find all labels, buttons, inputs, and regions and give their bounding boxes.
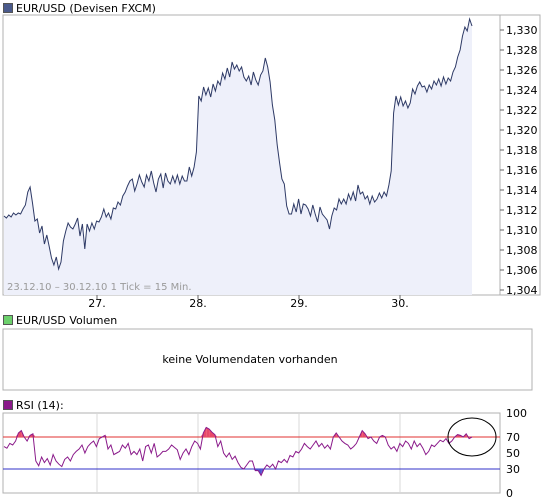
price-y-tick-label: 1,330 (506, 24, 538, 37)
price-y-tick-label: 1,316 (506, 164, 538, 177)
price-line (3, 17, 473, 271)
price-y-tick-label: 1,322 (506, 104, 538, 117)
price-x-tick-label: 28. (189, 297, 207, 310)
price-y-axis: 1,330 1,328 1,326 1,324 1,322 1,320 1,318 1,316… (500, 24, 538, 297)
price-legend-swatch (3, 3, 13, 13)
price-y-tick-label: 1,320 (506, 124, 538, 137)
price-y-tick-label: 1,308 (506, 244, 538, 257)
rsi-y-tick-label: 70 (506, 431, 520, 444)
rsi-legend: RSI (14): (3, 398, 64, 412)
rsi-overbought-fill (466, 433, 470, 437)
rsi-overbought-fill (18, 430, 22, 437)
volume-legend: EUR/USD Volumen (3, 313, 117, 327)
rsi-overbought-fill (209, 429, 212, 437)
rsi-y-axis: 100 70 50 30 0 (506, 407, 527, 500)
rsi-legend-label: RSI (14): (16, 398, 64, 412)
price-y-tick-label: 1,328 (506, 44, 538, 57)
price-x-tick-label: 30. (391, 297, 409, 310)
rsi-highlight-circle (447, 417, 497, 457)
rsi-line (3, 426, 473, 477)
price-y-tick-label: 1,326 (506, 64, 538, 77)
rsi-y-tick-label: 100 (506, 407, 527, 420)
volume-legend-label: EUR/USD Volumen (16, 313, 118, 327)
rsi-y-tick-label: 30 (506, 463, 520, 476)
price-y-tick-label: 1,314 (506, 184, 538, 197)
rsi-overbought-fill (206, 427, 210, 437)
price-legend-label: EUR/USD (Devisen FXCM) (16, 1, 156, 15)
price-y-tick-label: 1,304 (506, 284, 538, 297)
price-x-tick-label: 27. (88, 297, 106, 310)
volume-empty-message: keine Volumendaten vorhanden (162, 353, 337, 366)
chart-footnote: 23.12.10 – 30.12.10 1 Tick = 15 Min. (7, 282, 192, 293)
volume-panel: keine Volumendaten vorhanden (2, 328, 533, 391)
rsi-y-tick-label: 50 (506, 447, 520, 460)
price-legend: EUR/USD (Devisen FXCM) (3, 1, 156, 15)
price-y-tick-label: 1,310 (506, 224, 538, 237)
rsi-y-tick-label: 0 (506, 487, 513, 500)
price-y-tick-label: 1,318 (506, 144, 538, 157)
price-y-tick-label: 1,306 (506, 264, 538, 277)
price-y-tick-label: 1,324 (506, 84, 538, 97)
price-area (4, 19, 472, 295)
rsi-plot-frame (2, 412, 501, 494)
price-x-axis: 27. 28. 29. 30. (88, 295, 409, 310)
volume-plot-frame (2, 328, 533, 391)
rsi-legend-swatch (3, 400, 13, 410)
rsi-panel: 100 70 50 30 0 (2, 407, 527, 500)
volume-legend-swatch (3, 315, 13, 325)
price-panel: 1,330 1,328 1,326 1,324 1,322 1,320 1,318 1,316… (2, 14, 541, 310)
price-y-tick-label: 1,312 (506, 204, 538, 217)
rsi-overbought-fill (362, 430, 366, 437)
price-axis-frame (499, 14, 541, 296)
price-x-tick-label: 29. (290, 297, 308, 310)
